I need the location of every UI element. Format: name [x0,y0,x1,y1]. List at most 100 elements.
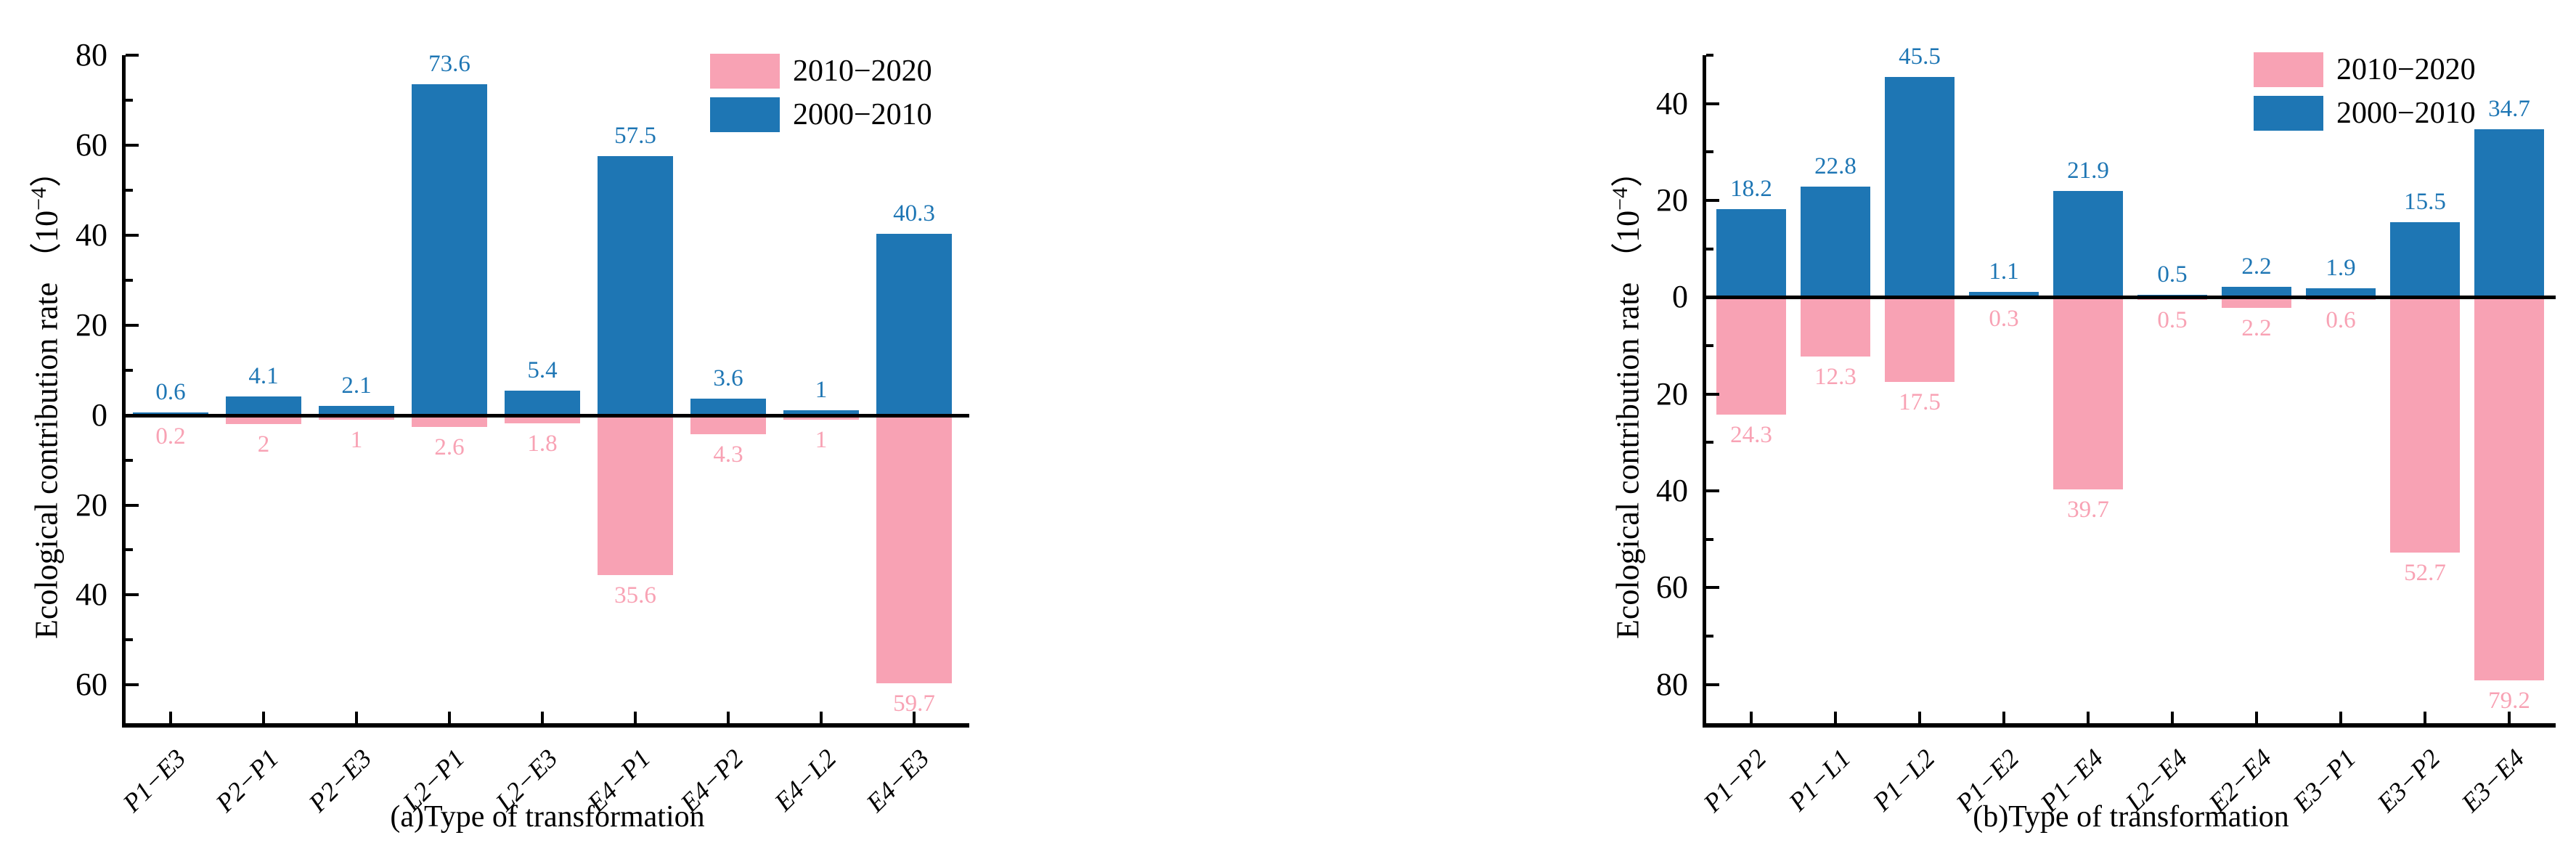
y-major-tick [126,413,139,417]
x-tick [913,712,916,723]
bar [2390,222,2460,298]
y-minor-tick [1706,635,1713,638]
legend-swatch-2000-2010 [2254,96,2323,131]
bar [1716,297,1786,415]
y-minor-tick [126,548,133,552]
y-minor-tick [126,368,133,372]
bar [2390,297,2460,553]
value-label: 0.6 [155,378,186,405]
x-tick [2171,712,2174,723]
y-tick-label: 60 [1656,569,1688,606]
value-label: 2 [257,431,270,457]
y-minor-tick [126,458,133,462]
bar [1801,187,1870,298]
value-label: 52.7 [2404,559,2446,586]
value-label: 4.3 [713,441,743,468]
x-axis-spine [122,723,969,728]
value-label: 0.3 [1989,306,2019,333]
bar [319,405,394,415]
y-major-tick [1706,199,1719,202]
x-tick [2087,712,2090,723]
value-label: 2.2 [2241,253,2272,280]
x-tick [2002,712,2005,723]
bar [690,399,766,415]
value-label: 39.7 [2067,497,2109,523]
legend-swatch-2010-2020 [710,54,780,89]
value-label: 73.6 [428,50,470,77]
legend-label: 2010−2020 [793,54,932,88]
bar [505,415,580,423]
value-label: 5.4 [527,357,558,384]
y-axis-spine [1703,55,1706,728]
legend-row: 2000−2010 [2254,96,2476,131]
x-tick-label: E3−P2 [2371,743,2446,818]
y-tick-label: 40 [1656,473,1688,508]
bar [319,415,394,420]
y-major-tick [126,503,139,507]
value-label: 0.6 [2326,307,2356,334]
y-tick-label: 20 [1656,375,1688,412]
legend-label: 2000−2010 [793,98,932,131]
x-axis-caption: (a)Type of transformation [390,800,705,834]
y-minor-tick [1706,54,1713,57]
y-tick-label: 20 [1656,182,1688,218]
x-tick-label: P1−L2 [1867,743,1941,817]
x-tick [634,712,637,723]
y-minor-tick [1706,537,1713,541]
value-label: 2.1 [341,372,372,399]
x-tick-label: E3−E4 [2455,743,2530,818]
x-tick [355,712,358,723]
x-tick [541,712,544,723]
zero-line [126,413,969,418]
zero-line [1706,296,2556,300]
x-tick [1750,712,1753,723]
y-major-tick [126,233,139,237]
value-label: 3.6 [713,365,743,392]
value-label: 2.6 [434,433,465,460]
bar [1969,292,2039,298]
bar [505,391,580,415]
y-tick-label: 80 [1656,666,1688,702]
bar [2222,297,2291,308]
y-tick-label: 60 [76,667,107,703]
y-major-tick [1706,392,1719,396]
bar [226,415,301,424]
x-tick [2255,712,2258,723]
value-label: 2.2 [2241,315,2272,341]
value-label: 15.5 [2404,189,2446,215]
y-major-tick [1706,586,1719,590]
value-label: 57.5 [614,123,656,150]
y-minor-tick [126,638,133,642]
bar [690,415,766,435]
value-label: 0.2 [155,423,186,449]
legend-swatch-2010-2020 [2254,52,2323,87]
y-major-tick [126,323,139,327]
legend-swatch-2000-2010 [710,97,780,132]
value-label: 24.3 [1730,422,1772,449]
y-major-tick [126,54,139,57]
y-major-tick [1706,683,1719,686]
bar [876,415,952,684]
x-axis-spine [1703,723,2556,728]
legend-row: 2010−2020 [2254,52,2476,87]
legend: 2010−2020 2000−2010 [2254,52,2476,139]
x-axis-caption: (b)Type of transformation [1973,800,2289,834]
y-tick-label: 0 [1672,279,1688,315]
x-tick [820,712,823,723]
y-axis-spine [122,55,126,728]
bar [783,415,859,420]
y-minor-tick [1706,344,1713,347]
y-tick-label: 40 [76,577,107,613]
value-label: 1 [815,377,828,404]
value-label: 1 [350,426,363,453]
bar [1885,77,1955,298]
bar [2474,129,2544,298]
value-label: 21.9 [2067,158,2109,184]
value-label: 12.3 [1814,364,1856,391]
y-major-tick [126,683,139,687]
y-minor-tick [126,188,133,192]
value-label: 22.8 [1814,153,1856,180]
